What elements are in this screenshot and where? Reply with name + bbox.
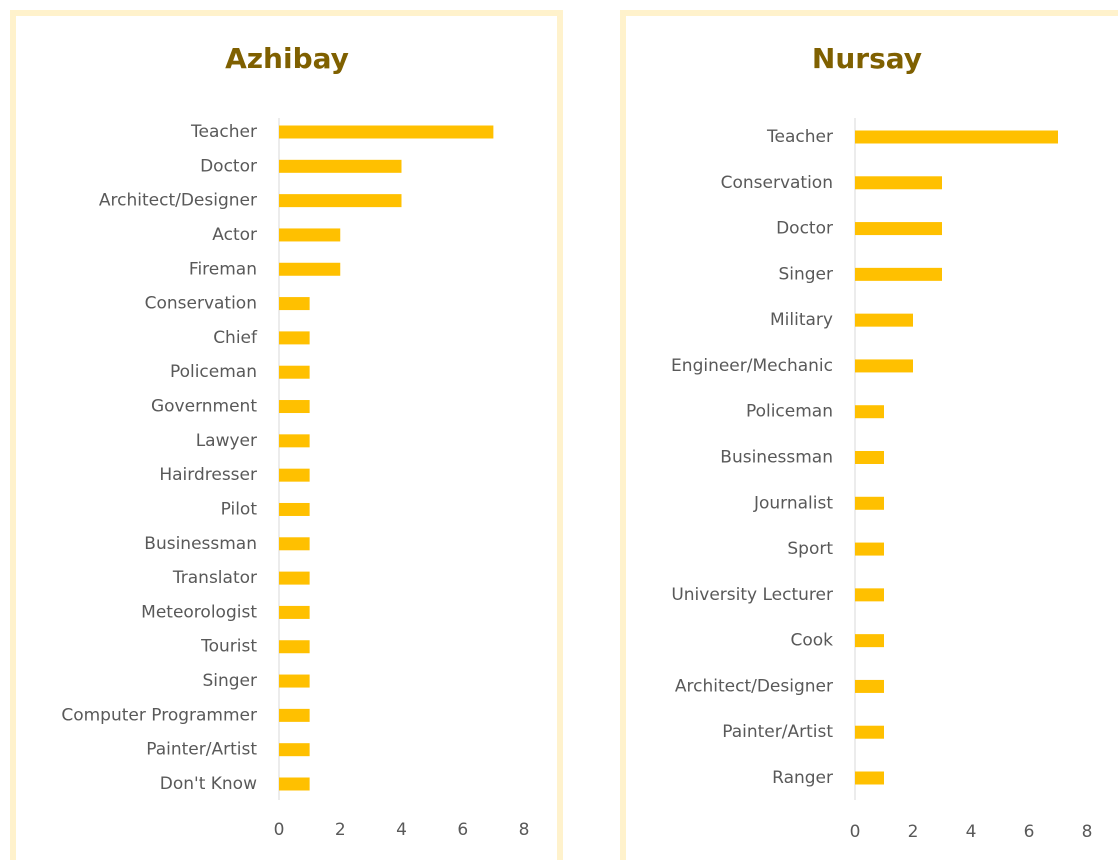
y-tick-label: Tourist — [200, 637, 257, 657]
y-tick-label: Meteorologist — [141, 602, 257, 622]
y-tick-label: Hairdresser — [159, 465, 257, 485]
bar — [279, 468, 310, 482]
y-tick-label: Conservation — [145, 294, 257, 314]
x-tick-label: 2 — [335, 820, 346, 840]
y-tick-label: Businessman — [144, 534, 257, 554]
y-tick-label: Ranger — [772, 768, 833, 788]
y-tick-label: Translator — [172, 568, 257, 588]
y-tick-label: Don't Know — [160, 774, 257, 794]
chart-title: Azhibay — [225, 42, 349, 75]
x-tick-label: 4 — [966, 822, 977, 842]
y-tick-label: University Lecturer — [671, 585, 833, 605]
bar — [855, 588, 884, 602]
y-tick-label: Engineer/Mechanic — [671, 356, 833, 376]
bar — [855, 451, 884, 464]
bar — [855, 725, 884, 739]
y-tick-label: Conservation — [721, 173, 833, 193]
bar — [279, 571, 310, 585]
bar — [855, 496, 884, 510]
bar — [855, 542, 884, 556]
y-tick-label: Military — [770, 310, 833, 330]
y-tick-label: Sport — [787, 539, 833, 559]
y-tick-label: Teacher — [190, 122, 257, 142]
panel-frame — [620, 10, 1118, 860]
bar — [855, 405, 884, 419]
bar — [279, 605, 310, 619]
bar — [855, 634, 884, 648]
y-tick-label: Teacher — [766, 127, 833, 147]
x-tick-label: 8 — [1082, 822, 1093, 842]
y-tick-label: Cook — [790, 631, 833, 651]
y-tick-label: Computer Programmer — [61, 705, 257, 725]
x-tick-label: 6 — [457, 820, 468, 840]
bar — [279, 743, 310, 757]
bar — [279, 537, 310, 551]
y-tick-label: Architect/Designer — [675, 676, 833, 696]
x-tick-label: 2 — [908, 822, 919, 842]
bar — [279, 434, 310, 448]
y-tick-label: Doctor — [776, 219, 833, 239]
bar — [855, 130, 1058, 144]
bar — [279, 365, 310, 379]
y-tick-label: Policeman — [746, 402, 833, 422]
bar — [855, 267, 942, 281]
bar — [855, 222, 942, 236]
bar — [279, 674, 310, 688]
y-tick-label: Architect/Designer — [99, 191, 257, 211]
bar — [279, 159, 402, 173]
bar — [279, 228, 341, 242]
x-tick-label: 4 — [396, 820, 407, 840]
y-tick-label: Fireman — [189, 259, 257, 279]
bar — [279, 777, 310, 791]
y-tick-label: Businessman — [720, 448, 833, 468]
bar — [279, 331, 310, 345]
y-tick-label: Government — [151, 397, 257, 417]
bar — [855, 679, 884, 693]
bar — [279, 708, 310, 722]
x-tick-label: 0 — [274, 820, 285, 840]
bar — [855, 313, 913, 327]
y-tick-label: Chief — [213, 328, 258, 348]
y-tick-label: Painter/Artist — [722, 722, 833, 742]
chart-title: Nursay — [812, 42, 922, 75]
x-tick-label: 0 — [850, 822, 861, 842]
bar — [279, 400, 310, 414]
y-tick-label: Singer — [202, 671, 257, 691]
y-tick-label: Painter/Artist — [146, 740, 257, 760]
x-tick-label: 8 — [519, 820, 530, 840]
y-tick-label: Journalist — [753, 493, 833, 513]
y-tick-label: Lawyer — [196, 431, 257, 451]
bar — [279, 640, 310, 654]
bar — [279, 502, 310, 516]
bar — [279, 125, 494, 139]
bar — [279, 262, 341, 276]
panel-frame — [10, 10, 563, 860]
bar — [855, 359, 913, 373]
bar — [855, 771, 884, 785]
y-tick-label: Doctor — [200, 156, 257, 176]
y-tick-label: Pilot — [221, 499, 258, 519]
bar — [855, 176, 942, 190]
bar — [279, 297, 310, 311]
y-tick-label: Singer — [778, 264, 833, 284]
bar — [279, 194, 402, 208]
y-tick-label: Policeman — [170, 362, 257, 382]
y-tick-label: Actor — [212, 225, 257, 245]
x-tick-label: 6 — [1024, 822, 1035, 842]
